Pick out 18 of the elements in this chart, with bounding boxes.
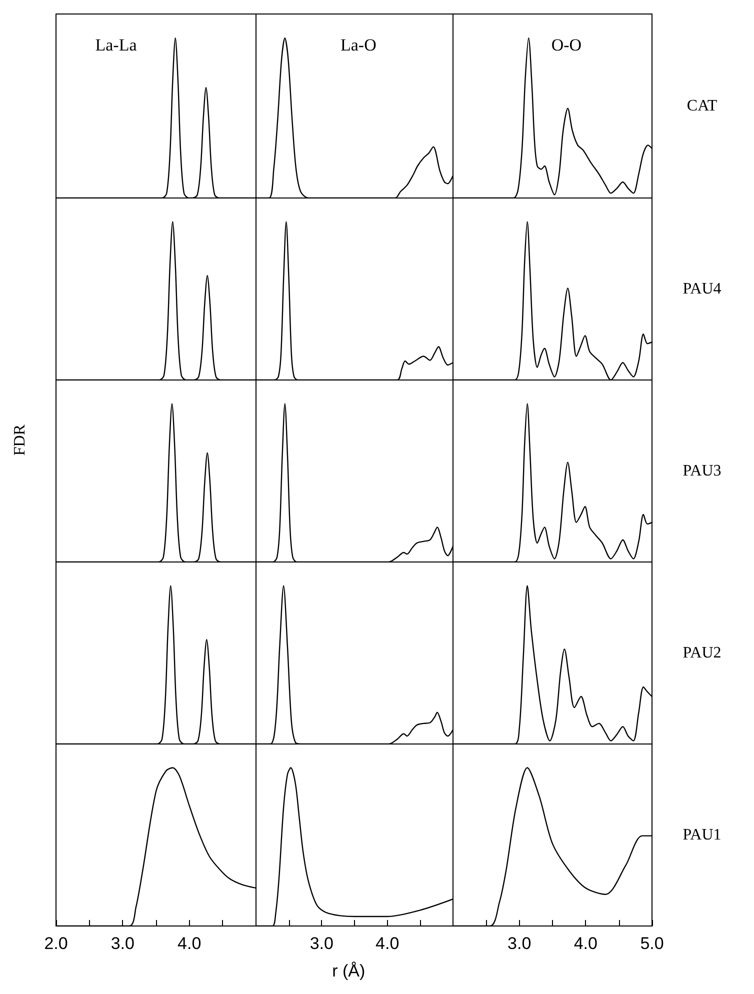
- x-tick-label: 4.0: [574, 934, 598, 953]
- chart-title: La-O: [340, 36, 376, 54]
- x-tick-label: 4.0: [178, 934, 202, 953]
- x-tick-label: 5.0: [640, 934, 664, 953]
- x-tick-label: 2.0: [44, 934, 68, 953]
- chart-title: O-O: [551, 36, 582, 54]
- chart-title: La-La: [95, 36, 138, 54]
- text: PAU2: [682, 644, 722, 662]
- x-tick-label: 3.0: [508, 934, 532, 953]
- y-axis-title: FDR: [12, 424, 28, 456]
- x-tick-label: 3.0: [310, 934, 334, 953]
- text: PAU4: [682, 280, 722, 298]
- text: PAU1: [682, 826, 722, 844]
- x-tick-label: 3.0: [110, 934, 134, 953]
- x-tick-label: 4.0: [376, 934, 400, 953]
- text: PAU3: [682, 462, 722, 480]
- x-axis-title: r (Å): [332, 962, 366, 980]
- text: CAT: [686, 98, 718, 114]
